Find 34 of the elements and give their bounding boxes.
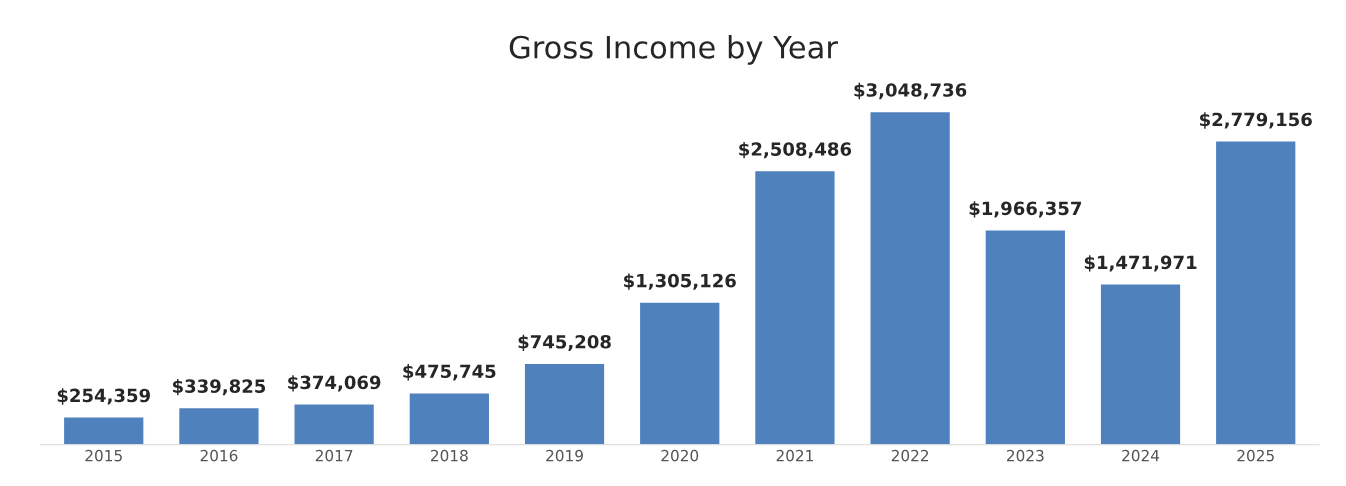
data-label: $1,471,971 (1084, 255, 1197, 272)
x-tick-label: 2024 (1122, 449, 1160, 462)
x-tick-label: 2015 (85, 449, 122, 462)
data-label: $1,305,126 (624, 273, 736, 290)
bar (869, 110, 952, 445)
x-tick-label: 2018 (431, 449, 468, 462)
x-tick-label: 2025 (1237, 449, 1274, 462)
data-label: $339,825 (172, 378, 266, 396)
bar (1214, 140, 1297, 445)
bar (753, 169, 836, 445)
x-tick-label: 2023 (1007, 449, 1044, 462)
bar (408, 391, 491, 445)
data-label: $745,208 (518, 334, 611, 352)
bar (1099, 283, 1182, 445)
data-label: $254,359 (57, 388, 150, 405)
x-tick-label: 2019 (546, 449, 583, 462)
bar (523, 362, 606, 445)
x-tick-label: 2021 (776, 449, 813, 462)
data-label: $475,745 (403, 364, 496, 381)
x-tick-label: 2020 (661, 449, 699, 462)
x-tick-label: 2017 (315, 449, 353, 462)
bar (984, 229, 1067, 445)
x-tick-label: 2022 (891, 449, 929, 462)
bar (62, 416, 145, 445)
data-label: $3,048,736 (854, 82, 967, 100)
x-tick-label: 2016 (200, 449, 238, 462)
bar (177, 406, 260, 445)
data-label: $2,508,486 (739, 141, 852, 159)
bar (293, 403, 376, 445)
data-label: $1,966,357 (969, 201, 1081, 218)
data-label: $374,069 (288, 375, 381, 392)
data-label: $2,779,156 (1200, 112, 1312, 129)
bar (638, 301, 721, 445)
chart-title: Gross Income by Year (509, 35, 838, 65)
